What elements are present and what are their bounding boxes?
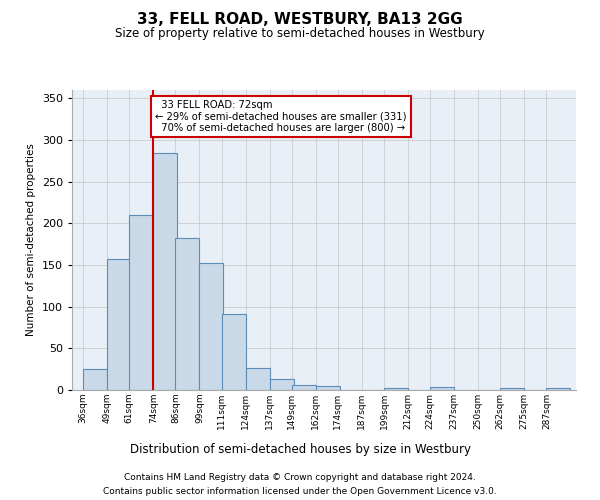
Bar [153,152,177,390]
Bar [384,388,408,390]
Bar [199,264,223,390]
Bar [129,215,153,390]
Bar [83,369,107,390]
Bar [292,385,316,390]
Bar [175,238,199,390]
Text: Size of property relative to semi-detached houses in Westbury: Size of property relative to semi-detach… [115,28,485,40]
Text: 33, FELL ROAD, WESTBURY, BA13 2GG: 33, FELL ROAD, WESTBURY, BA13 2GG [137,12,463,28]
Bar [500,388,524,390]
Text: Distribution of semi-detached houses by size in Westbury: Distribution of semi-detached houses by … [130,442,470,456]
Bar [316,386,340,390]
Y-axis label: Number of semi-detached properties: Number of semi-detached properties [26,144,36,336]
Text: Contains public sector information licensed under the Open Government Licence v3: Contains public sector information licen… [103,488,497,496]
Bar [221,314,245,390]
Text: 33 FELL ROAD: 72sqm
← 29% of semi-detached houses are smaller (331)
  70% of sem: 33 FELL ROAD: 72sqm ← 29% of semi-detach… [155,100,407,133]
Bar [547,388,571,390]
Bar [269,379,293,390]
Text: Contains HM Land Registry data © Crown copyright and database right 2024.: Contains HM Land Registry data © Crown c… [124,472,476,482]
Bar [430,386,454,390]
Bar [245,368,269,390]
Bar [107,259,131,390]
